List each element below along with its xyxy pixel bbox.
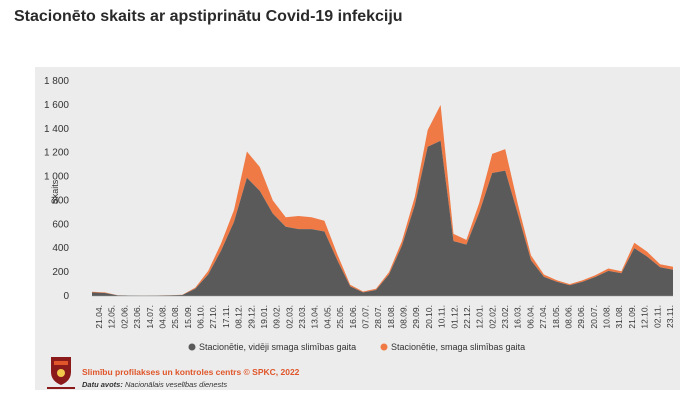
x-tick-label: 16.03.: [513, 305, 523, 329]
spkc-logo: [47, 357, 75, 389]
x-tick-label: 02.02.: [487, 305, 497, 329]
series-area-moderate: [92, 140, 673, 296]
x-tick-label: 08.12.: [234, 305, 244, 329]
covid-hospitalization-chart: 0 200 400 600 800 1 000 1 200 1 400 1 600 1 800 Sk…: [44, 76, 675, 352]
x-tick-label: 08.09.: [399, 305, 409, 329]
x-tick-label: 20.10.: [424, 305, 434, 329]
x-tick-label: 10.11.: [437, 305, 447, 328]
x-tick-label: 22.12.: [462, 305, 472, 329]
x-tick-label: 13.04.: [310, 305, 320, 329]
x-tick-label: 31.08.: [614, 305, 624, 329]
x-tick-label: 16.06.: [348, 305, 358, 329]
x-tick-label: 02.03.: [284, 305, 294, 329]
x-tick-label: 15.09.: [183, 305, 193, 329]
x-tick-label: 01.12.: [449, 305, 459, 329]
x-tick-label: 29.12.: [246, 305, 256, 329]
x-tick-label: 14.07.: [145, 305, 155, 329]
x-tick-label: 10.08.: [602, 305, 612, 329]
source-label: Datu avots:: [82, 380, 123, 389]
source-name: Nacionālais veselības dienests: [124, 380, 228, 389]
x-tick-label: 23.03.: [297, 305, 307, 329]
x-tick-label: 06.10.: [196, 305, 206, 329]
x-tick-label: 27.04.: [538, 305, 548, 329]
legend-label-severe: Stacionētie, smaga slimības gaita: [391, 342, 525, 352]
x-tick-label: 19.01.: [259, 305, 269, 329]
legend-label-moderate: Stacionētie, vidēji smaga slimības gaita: [199, 342, 356, 352]
legend-marker-moderate: [188, 343, 196, 351]
series-area-severe: [92, 104, 673, 296]
x-tick-label: 27.10.: [208, 305, 218, 329]
x-tick-label: 07.07.: [360, 305, 370, 329]
y-tick-label: 200: [52, 267, 69, 278]
y-tick-label: 0: [63, 291, 69, 302]
footer-organization: Slimību profilakses un kontroles centrs …: [82, 367, 300, 377]
chart-panel: 0 200 400 600 800 1 000 1 200 1 400 1 600 1 800 Sk…: [35, 67, 680, 390]
y-tick-label: 1 000: [44, 172, 69, 183]
x-tick-label: 23.06.: [132, 305, 142, 329]
x-tick-label: 12.10.: [640, 305, 650, 329]
x-tick-label: 29.09.: [411, 305, 421, 329]
x-tick-label: 04.08.: [157, 305, 167, 329]
x-tick-label: 23.11.: [665, 305, 675, 328]
x-tick-label: 12.05.: [107, 305, 117, 329]
y-axis-label: Skaits: [50, 179, 60, 204]
x-tick-label: 25.08.: [170, 305, 180, 329]
x-tick-label: 28.07.: [373, 305, 383, 329]
y-tick-label: 800: [52, 195, 69, 206]
x-tick-label: 06.04.: [525, 305, 535, 329]
x-tick-label: 08.06.: [563, 305, 573, 329]
x-tick-label: 02.11.: [652, 305, 662, 328]
legend-marker-severe: [380, 343, 388, 351]
y-tick-label: 1 600: [44, 100, 69, 111]
x-tick-label: 17.11.: [221, 305, 231, 328]
y-tick-label: 600: [52, 219, 69, 230]
x-tick-label: 29.06.: [576, 305, 586, 329]
x-tick-label: 18.08.: [386, 305, 396, 329]
x-tick-label: 04.05.: [322, 305, 332, 329]
x-tick-label: 23.02.: [500, 305, 510, 329]
x-tick-label: 09.02.: [272, 305, 282, 329]
footer-source: Datu avots: Nacionālais veselības dienes…: [82, 380, 227, 389]
page-title: Stacionēto skaits ar apstiprinātu Covid-…: [14, 8, 403, 25]
x-tick-label: 18.05.: [551, 305, 561, 329]
x-tick-label: 21.09.: [627, 305, 637, 329]
x-tick-label: 02.06.: [119, 305, 129, 329]
y-tick-label: 1 800: [44, 76, 69, 87]
x-tick-label: 21.04.: [94, 305, 104, 329]
y-tick-label: 1 200: [44, 148, 69, 159]
x-tick-label: 12.01.: [475, 305, 485, 329]
x-tick-label: 25.05.: [335, 305, 345, 329]
y-tick-label: 1 400: [44, 124, 69, 135]
y-tick-label: 400: [52, 243, 69, 254]
x-tick-label: 20.07.: [589, 305, 599, 329]
